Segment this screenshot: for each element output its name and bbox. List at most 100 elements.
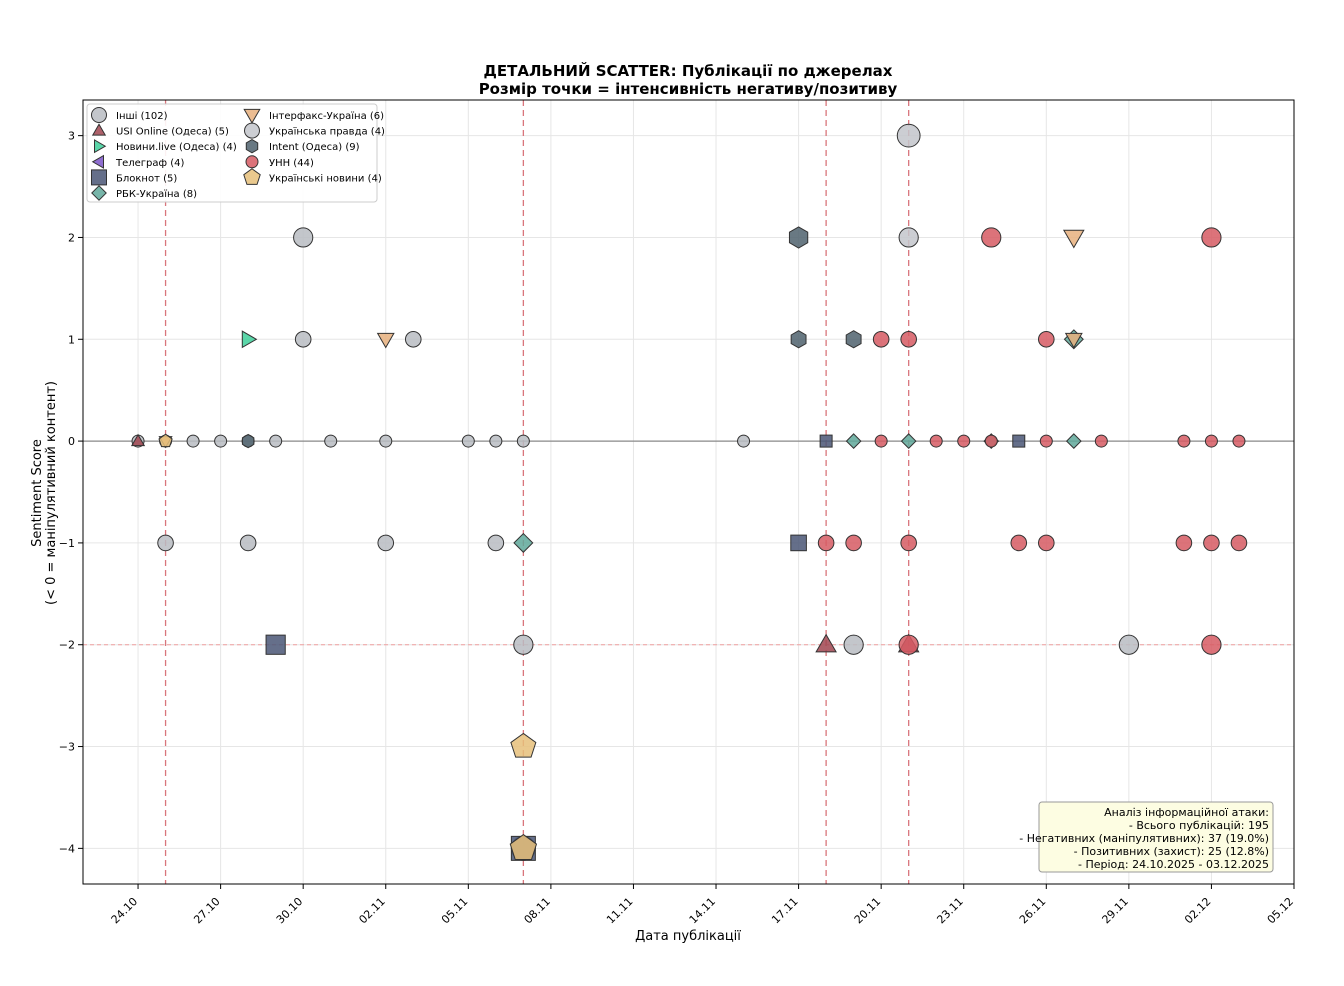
annotation-line: - Всього публікацій: 195: [1129, 819, 1269, 832]
data-point: [293, 227, 314, 248]
y-tick-label: 3: [68, 130, 75, 143]
legend-label: Телеграф (4): [115, 158, 185, 169]
data-point: [158, 433, 173, 448]
legend-label: Новини.live (Одеса) (4): [116, 142, 237, 153]
y-tick-label: −4: [59, 842, 75, 855]
data-point: [1094, 434, 1108, 448]
data-point: [1203, 534, 1220, 552]
data-point: [1064, 332, 1083, 349]
data-point: [1039, 434, 1053, 448]
data-point: [872, 330, 890, 348]
legend-label: Інтерфакс-Україна (6): [269, 111, 384, 122]
chart-title: ДЕТАЛЬНИЙ SCATTER: Публікації по джерела…: [484, 61, 893, 80]
data-point: [981, 227, 1002, 248]
data-point: [957, 434, 971, 448]
data-point: [487, 534, 505, 552]
data-point: [1201, 634, 1222, 655]
y-tick-label: 1: [68, 333, 75, 346]
data-point: [1062, 229, 1085, 249]
data-point: [843, 634, 864, 655]
data-point: [874, 434, 888, 448]
data-point: [1010, 534, 1028, 552]
data-point: [790, 330, 807, 349]
data-point: [186, 434, 200, 448]
data-point: [788, 226, 809, 249]
data-point: [1232, 434, 1246, 448]
data-point: [1012, 434, 1026, 448]
legend-marker: [91, 169, 107, 186]
annotation-box: [1038, 801, 1274, 873]
y-tick-label: −3: [59, 741, 75, 754]
legend-marker: [94, 139, 107, 154]
y-axis-label-line2: (< 0 = маніпулятивний контент): [44, 381, 59, 605]
data-point: [509, 833, 538, 861]
legend-marker: [91, 123, 107, 136]
data-point: [294, 330, 312, 348]
y-tick-label: −1: [59, 537, 75, 550]
data-point: [1230, 534, 1248, 552]
data-point: [489, 434, 503, 448]
data-point: [1175, 534, 1193, 552]
data-point: [900, 534, 917, 552]
data-point: [845, 433, 862, 449]
data-point: [845, 534, 862, 552]
data-point: [404, 330, 422, 348]
data-point: [269, 434, 283, 448]
data-point: [819, 434, 833, 448]
y-axis-label-line1: Sentiment Score: [30, 439, 45, 547]
legend-marker: [243, 108, 261, 124]
legend-marker: [245, 155, 259, 169]
data-point: [815, 633, 837, 653]
data-point: [929, 434, 943, 448]
data-point: [817, 534, 835, 552]
legend-label: УНН (44): [269, 158, 314, 169]
legend-label: РБК-Україна (8): [116, 189, 197, 200]
legend: Інші (102) USI Online (Одеса) (5) Новини.l…: [86, 103, 385, 203]
data-point: [898, 227, 919, 248]
data-point: [510, 732, 537, 758]
annotation-line: - Позитивних (захист): 25 (12.8%): [1074, 845, 1269, 858]
data-point: [513, 634, 534, 655]
data-point: [900, 330, 917, 348]
data-point: [896, 123, 921, 148]
data-point: [900, 433, 917, 449]
y-tick-label: −2: [59, 639, 75, 652]
legend-marker: [244, 122, 260, 139]
data-point: [737, 434, 751, 448]
legend-marker: [245, 139, 259, 154]
data-point: [379, 434, 393, 448]
data-point: [1177, 434, 1191, 448]
data-point: [239, 534, 257, 552]
data-point: [265, 634, 286, 655]
data-point: [1204, 434, 1218, 448]
legend-label: Українська правда (4): [269, 127, 385, 138]
data-point: [377, 534, 395, 552]
chart-subtitle: Розмір точки = інтенсивність негативу/по…: [479, 80, 898, 98]
data-point: [1065, 433, 1082, 449]
legend-label: USI Online (Одеса) (5): [116, 127, 229, 138]
y-tick-label: 0: [68, 435, 75, 448]
legend-frame: [86, 103, 378, 203]
annotation-line: - Період: 24.10.2025 - 03.12.2025: [1078, 858, 1269, 871]
data-point: [845, 330, 862, 349]
y-tick-label: 2: [68, 231, 75, 244]
legend-marker: [91, 154, 104, 169]
data-point: [241, 330, 258, 349]
legend-marker: [243, 168, 261, 185]
legend-label: Блокнот (5): [116, 173, 177, 184]
x-axis-label: Дата публікації: [635, 929, 741, 944]
legend-marker: [91, 185, 107, 201]
data-point: [376, 332, 395, 349]
stats-annotation: Аналіз інформаційної атаки:- Всього публ…: [1019, 801, 1274, 873]
data-point: [214, 434, 228, 448]
data-point: [984, 434, 998, 448]
data-point: [157, 534, 174, 552]
data-point: [324, 434, 338, 448]
data-point: [790, 534, 807, 552]
data-point: [898, 634, 919, 655]
data-point: [1201, 227, 1222, 248]
plot-frame: [82, 99, 1295, 885]
data-point: [1118, 634, 1139, 655]
data-point: [130, 433, 146, 447]
